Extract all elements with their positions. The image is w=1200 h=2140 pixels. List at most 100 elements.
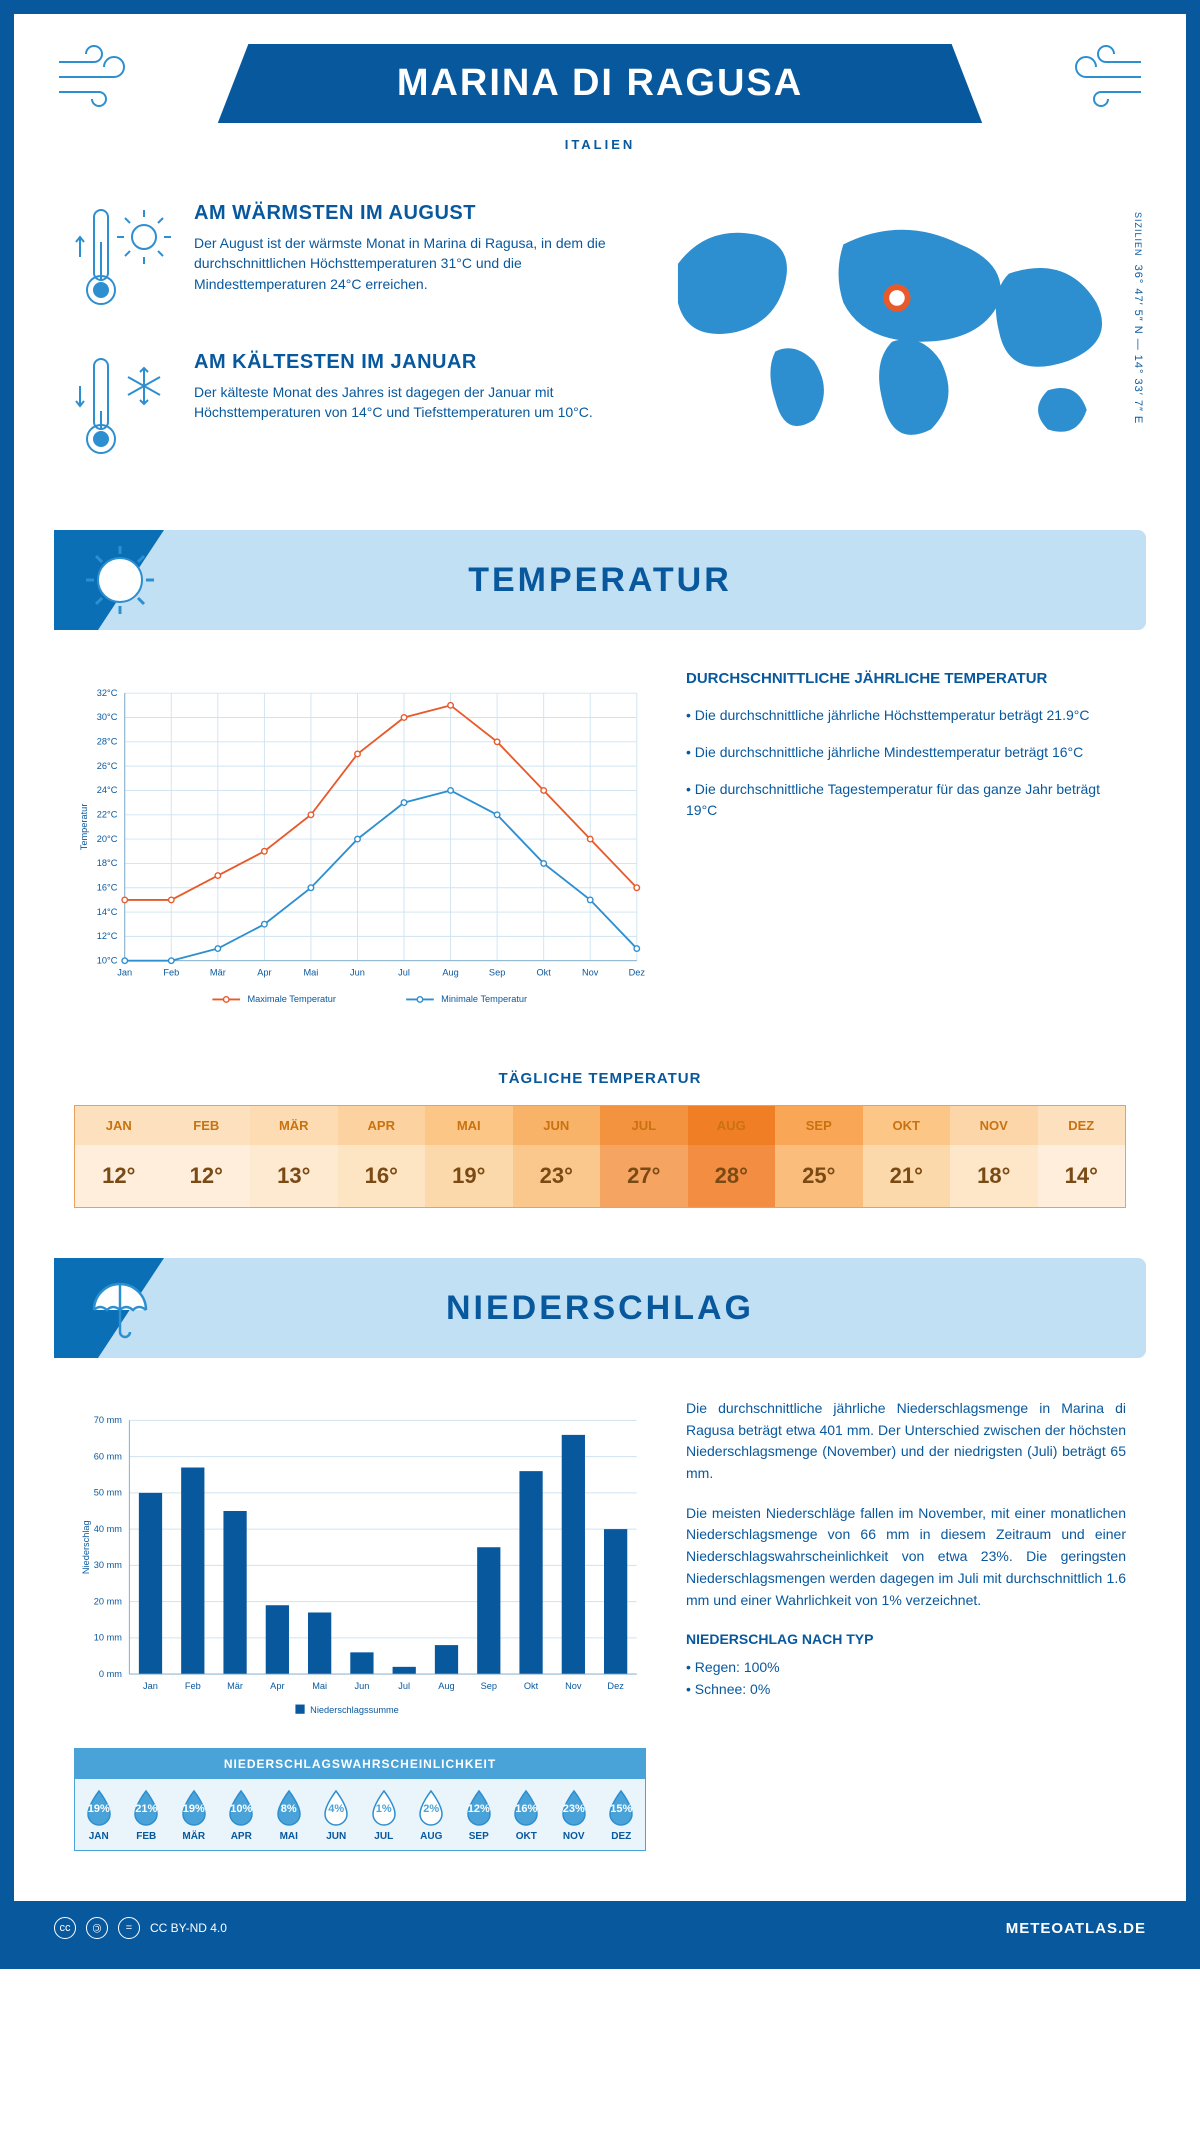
svg-text:32°C: 32°C bbox=[97, 688, 118, 698]
precip-p2: Die meisten Niederschläge fallen im Nove… bbox=[686, 1503, 1126, 1611]
svg-text:Jun: Jun bbox=[350, 967, 365, 977]
prob-col: 15% DEZ bbox=[598, 1779, 646, 1850]
temperature-summary: DURCHSCHNITTLICHE JÄHRLICHE TEMPERATUR •… bbox=[686, 670, 1126, 1030]
umbrella-icon bbox=[82, 1270, 158, 1351]
warmest-fact: AM WÄRMSTEN IM AUGUST Der August ist der… bbox=[74, 202, 609, 317]
svg-text:28°C: 28°C bbox=[97, 737, 118, 747]
drop-icon: 12% bbox=[464, 1789, 494, 1827]
svg-text:Mär: Mär bbox=[210, 967, 226, 977]
coldest-title: AM KÄLTESTEN IM JANUAR bbox=[194, 351, 609, 374]
prob-col: 4% JUN bbox=[313, 1779, 361, 1850]
svg-text:14°C: 14°C bbox=[97, 907, 118, 917]
svg-text:30 mm: 30 mm bbox=[94, 1560, 122, 1570]
prob-col: 10% APR bbox=[218, 1779, 266, 1850]
svg-text:Temperatur: Temperatur bbox=[79, 804, 89, 851]
svg-text:10°C: 10°C bbox=[97, 955, 118, 965]
svg-text:Okt: Okt bbox=[524, 1681, 539, 1691]
svg-text:30°C: 30°C bbox=[97, 712, 118, 722]
drop-icon: 19% bbox=[179, 1789, 209, 1827]
svg-text:10 mm: 10 mm bbox=[94, 1633, 122, 1643]
daily-temp-col: SEP25° bbox=[775, 1106, 863, 1207]
svg-text:Jul: Jul bbox=[398, 1681, 410, 1691]
svg-text:Jun: Jun bbox=[354, 1681, 369, 1691]
prob-col: 2% AUG bbox=[408, 1779, 456, 1850]
coldest-fact: AM KÄLTESTEN IM JANUAR Der kälteste Mona… bbox=[74, 351, 609, 466]
svg-text:Dez: Dez bbox=[607, 1681, 624, 1691]
svg-text:Mai: Mai bbox=[312, 1681, 327, 1691]
daily-temp-heading: TÄGLICHE TEMPERATUR bbox=[14, 1070, 1186, 1087]
precipitation-probability-table: NIEDERSCHLAGSWAHRSCHEINLICHKEIT 19% JAN … bbox=[74, 1748, 646, 1851]
drop-icon: 1% bbox=[369, 1789, 399, 1827]
svg-text:Apr: Apr bbox=[270, 1681, 284, 1691]
warmest-text: Der August ist der wärmste Monat in Mari… bbox=[194, 233, 609, 294]
svg-text:40 mm: 40 mm bbox=[94, 1524, 122, 1534]
svg-text:18°C: 18°C bbox=[97, 858, 118, 868]
precipitation-heading: NIEDERSCHLAG bbox=[446, 1289, 754, 1328]
daily-temp-col: OKT21° bbox=[863, 1106, 951, 1207]
prob-col: 8% MAI bbox=[265, 1779, 313, 1850]
svg-text:16°C: 16°C bbox=[97, 883, 118, 893]
thermometer-snow-icon bbox=[74, 351, 174, 466]
sun-icon bbox=[82, 542, 158, 623]
country-label: ITALIEN bbox=[54, 137, 1146, 152]
prob-col: 19% MÄR bbox=[170, 1779, 218, 1850]
svg-text:22°C: 22°C bbox=[97, 810, 118, 820]
daily-temp-col: JUL27° bbox=[600, 1106, 688, 1207]
svg-text:Nov: Nov bbox=[582, 967, 599, 977]
svg-text:Jan: Jan bbox=[143, 1681, 158, 1691]
temperature-line-chart: 10°C 12°C 14°C 16°C 18°C 20°C 22°C 24°C 26°C 28°C… bbox=[74, 670, 646, 1030]
svg-text:0 mm: 0 mm bbox=[99, 1669, 122, 1679]
svg-text:20°C: 20°C bbox=[97, 834, 118, 844]
world-map: SIZILIEN 36° 47′ 5″ N — 14° 33′ 7″ E bbox=[639, 202, 1126, 500]
nd-icon: = bbox=[118, 1917, 140, 1939]
temperature-heading: TEMPERATUR bbox=[468, 561, 732, 600]
svg-text:Mär: Mär bbox=[227, 1681, 243, 1691]
daily-temp-col: FEB12° bbox=[163, 1106, 251, 1207]
daily-temp-col: NOV18° bbox=[950, 1106, 1038, 1207]
daily-temp-col: AUG28° bbox=[688, 1106, 776, 1207]
svg-text:60 mm: 60 mm bbox=[94, 1451, 122, 1461]
coldest-text: Der kälteste Monat des Jahres ist dagege… bbox=[194, 382, 609, 423]
precip-type-title: NIEDERSCHLAG NACH TYP bbox=[686, 1629, 1126, 1651]
temp-bullet-2: • Die durchschnittliche jährliche Mindes… bbox=[686, 742, 1126, 763]
drop-icon: 8% bbox=[274, 1789, 304, 1827]
precip-type-2: • Schnee: 0% bbox=[686, 1679, 1126, 1701]
precip-type-1: • Regen: 100% bbox=[686, 1657, 1126, 1679]
svg-text:24°C: 24°C bbox=[97, 785, 118, 795]
wind-icon-right bbox=[1056, 42, 1146, 117]
prob-col: 19% JAN bbox=[75, 1779, 123, 1850]
temp-bullet-3: • Die durchschnittliche Tagestemperatur … bbox=[686, 779, 1126, 821]
svg-text:Aug: Aug bbox=[438, 1681, 454, 1691]
drop-icon: 10% bbox=[226, 1789, 256, 1827]
svg-text:Jan: Jan bbox=[117, 967, 132, 977]
svg-text:50 mm: 50 mm bbox=[94, 1488, 122, 1498]
svg-text:Aug: Aug bbox=[442, 967, 458, 977]
svg-text:Minimale Temperatur: Minimale Temperatur bbox=[441, 994, 527, 1004]
svg-text:26°C: 26°C bbox=[97, 761, 118, 771]
svg-text:Okt: Okt bbox=[537, 967, 552, 977]
prob-col: 12% SEP bbox=[455, 1779, 503, 1850]
svg-text:Dez: Dez bbox=[629, 967, 646, 977]
title-banner: MARINA DI RAGUSA bbox=[218, 44, 982, 123]
precipitation-summary: Die durchschnittliche jährliche Niedersc… bbox=[686, 1398, 1126, 1851]
intro-section: AM WÄRMSTEN IM AUGUST Der August ist der… bbox=[14, 162, 1186, 530]
daily-temp-col: MÄR13° bbox=[250, 1106, 338, 1207]
svg-text:Niederschlagssumme: Niederschlagssumme bbox=[310, 1705, 399, 1715]
svg-text:Nov: Nov bbox=[565, 1681, 582, 1691]
precipitation-bar-chart: 0 mm10 mm20 mm30 mm40 mm50 mm60 mm70 mmJ… bbox=[74, 1398, 646, 1738]
svg-text:12°C: 12°C bbox=[97, 931, 118, 941]
drop-icon: 16% bbox=[511, 1789, 541, 1827]
svg-text:Sep: Sep bbox=[481, 1681, 497, 1691]
prob-col: 21% FEB bbox=[123, 1779, 171, 1850]
svg-text:Feb: Feb bbox=[163, 967, 179, 977]
svg-text:Feb: Feb bbox=[185, 1681, 201, 1691]
svg-text:Maximale Temperatur: Maximale Temperatur bbox=[247, 994, 335, 1004]
prob-col: 16% OKT bbox=[503, 1779, 551, 1850]
drop-icon: 23% bbox=[559, 1789, 589, 1827]
license: cc 🄯 = CC BY-ND 4.0 bbox=[54, 1917, 227, 1939]
license-label: CC BY-ND 4.0 bbox=[150, 1921, 227, 1935]
page-title: MARINA DI RAGUSA bbox=[238, 62, 962, 105]
svg-text:Niederschlag: Niederschlag bbox=[81, 1520, 91, 1574]
drop-icon: 2% bbox=[416, 1789, 446, 1827]
prob-col: 23% NOV bbox=[550, 1779, 598, 1850]
